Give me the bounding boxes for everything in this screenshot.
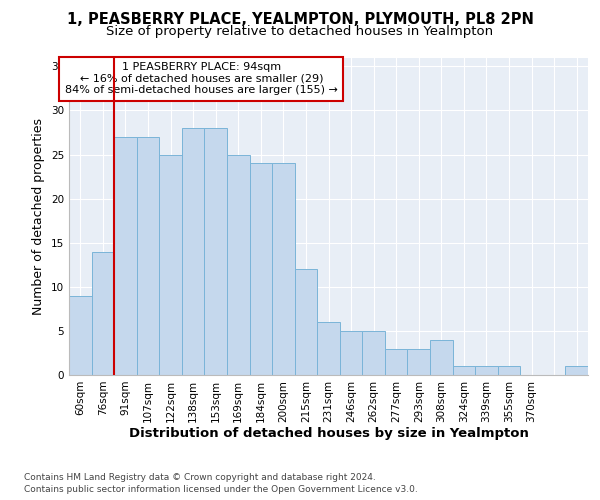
Text: 1, PEASBERRY PLACE, YEALMPTON, PLYMOUTH, PL8 2PN: 1, PEASBERRY PLACE, YEALMPTON, PLYMOUTH,… (67, 12, 533, 26)
Bar (295, 269, 317, 375)
Bar (317, 322, 340, 375)
Bar (272, 164, 295, 375)
Bar (182, 128, 205, 375)
Bar (385, 348, 407, 375)
Text: Contains HM Land Registry data © Crown copyright and database right 2024.: Contains HM Land Registry data © Crown c… (24, 472, 376, 482)
Bar (430, 340, 452, 375)
Text: Distribution of detached houses by size in Yealmpton: Distribution of detached houses by size … (129, 428, 529, 440)
Bar (407, 348, 430, 375)
Bar (565, 366, 588, 375)
Text: 1 PEASBERRY PLACE: 94sqm
← 16% of detached houses are smaller (29)
84% of semi-d: 1 PEASBERRY PLACE: 94sqm ← 16% of detach… (65, 62, 338, 96)
Y-axis label: Number of detached properties: Number of detached properties (32, 118, 46, 315)
Text: Size of property relative to detached houses in Yealmpton: Size of property relative to detached ho… (106, 25, 494, 38)
Bar (498, 366, 520, 375)
Bar (340, 331, 362, 375)
Bar (159, 154, 182, 375)
Bar (227, 154, 250, 375)
Bar (92, 252, 114, 375)
Bar (137, 137, 159, 375)
Text: Contains public sector information licensed under the Open Government Licence v3: Contains public sector information licen… (24, 485, 418, 494)
Bar (362, 331, 385, 375)
Bar (114, 137, 137, 375)
Bar (205, 128, 227, 375)
Bar (250, 164, 272, 375)
Bar (475, 366, 498, 375)
Bar (452, 366, 475, 375)
Bar (69, 296, 92, 375)
